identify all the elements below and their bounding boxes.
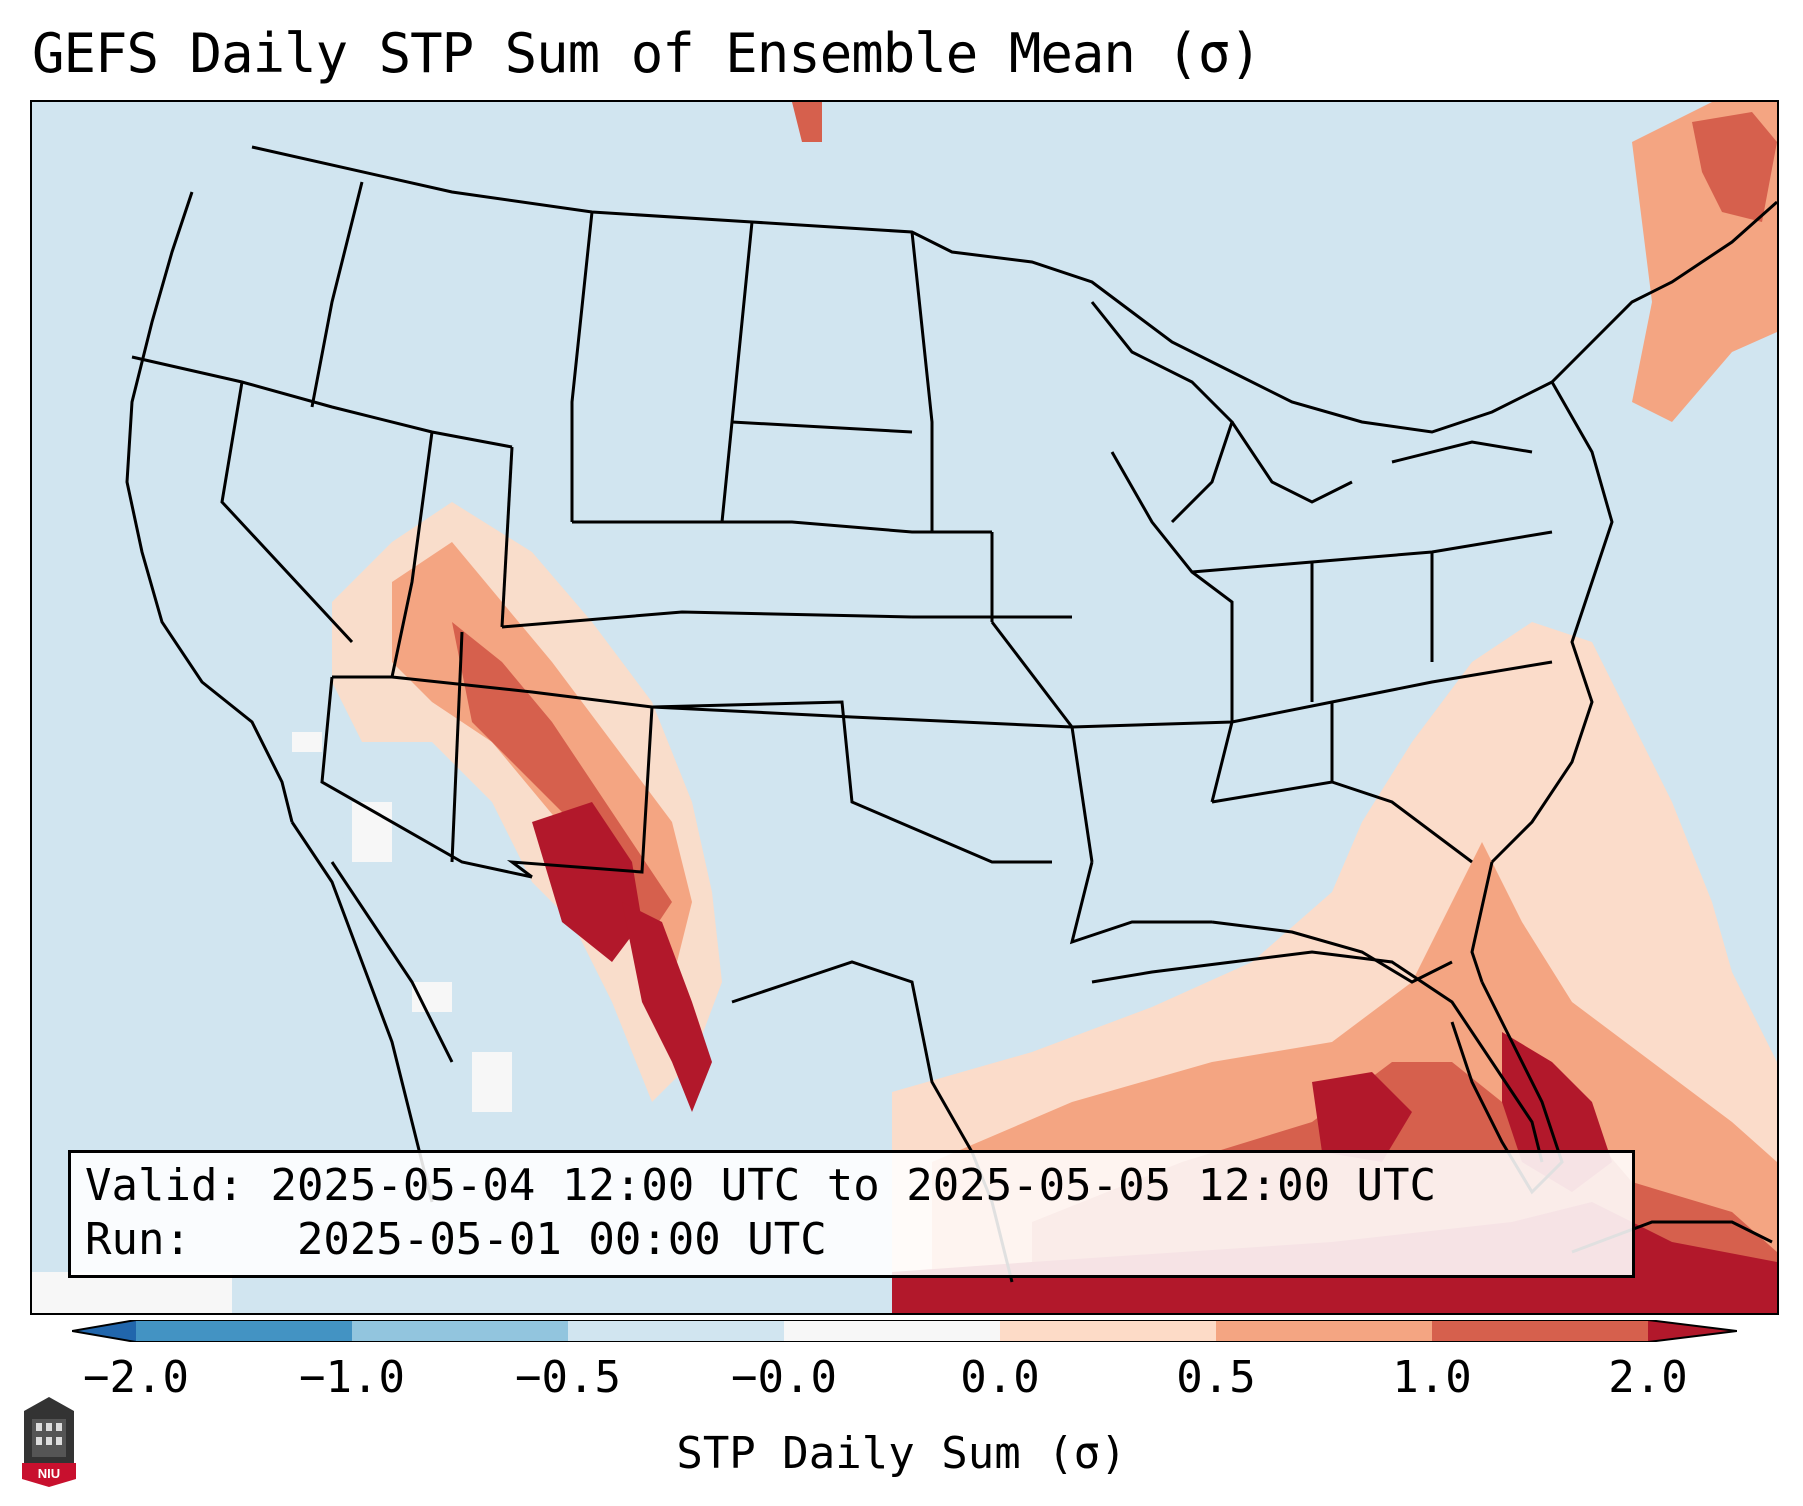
chart-title: GEFS Daily STP Sum of Ensemble Mean (σ) <box>32 22 1262 85</box>
run-label: Run: <box>85 1214 191 1265</box>
colorbar <box>72 1320 1737 1342</box>
colorbar-label: STP Daily Sum (σ) <box>676 1428 1127 1479</box>
colorbar-tick-label: −2.0 <box>83 1352 189 1403</box>
colorbar-segment-4 <box>784 1320 1000 1342</box>
colorbar-extend-left <box>72 1320 136 1342</box>
colorbar-segment-5 <box>1000 1320 1216 1342</box>
colorbar-tick-label: 0.5 <box>1176 1352 1256 1403</box>
colorbar-tick-label: −0.5 <box>515 1352 621 1403</box>
colorbar-ticks: −2.0 −1.0 −0.5 −0.0 0.0 0.5 1.0 2.0 <box>0 1352 1803 1412</box>
run-value: 2025-05-01 00:00 UTC <box>296 1214 827 1265</box>
colorbar-segment-2 <box>352 1320 568 1342</box>
colorbar-segment-1 <box>136 1320 352 1342</box>
stp-newmexico-core <box>532 802 642 962</box>
niu-logo-icon: NIU <box>22 1397 76 1487</box>
map-panel <box>30 100 1779 1315</box>
colorbar-tick-label: 1.0 <box>1392 1352 1472 1403</box>
map-canvas <box>32 102 1777 1313</box>
logo-text: NIU <box>38 1466 60 1481</box>
stp-north-patch <box>792 102 822 142</box>
colorbar-tick-label: 2.0 <box>1608 1352 1688 1403</box>
colorbar-segment-6 <box>1216 1320 1432 1342</box>
stp-quebec-core <box>1692 112 1777 222</box>
colorbar-extend-right <box>1648 1320 1737 1342</box>
valid-value: 2025-05-04 12:00 UTC to 2025-05-05 12:00… <box>270 1160 1437 1211</box>
valid-label: Valid: <box>85 1160 244 1211</box>
stp-texas-streak <box>622 902 712 1112</box>
colorbar-segment-3 <box>568 1320 784 1342</box>
stp-gulf-core <box>1312 1072 1412 1162</box>
colorbar-tick-label: −0.0 <box>731 1352 837 1403</box>
colorbar-segment-7 <box>1432 1320 1648 1342</box>
colorbar-tick-label: −1.0 <box>299 1352 405 1403</box>
validity-info-box: Valid: 2025-05-04 12:00 UTC to 2025-05-0… <box>68 1150 1635 1278</box>
boundaries <box>125 145 1777 1283</box>
colorbar-tick-label: 0.0 <box>960 1352 1040 1403</box>
